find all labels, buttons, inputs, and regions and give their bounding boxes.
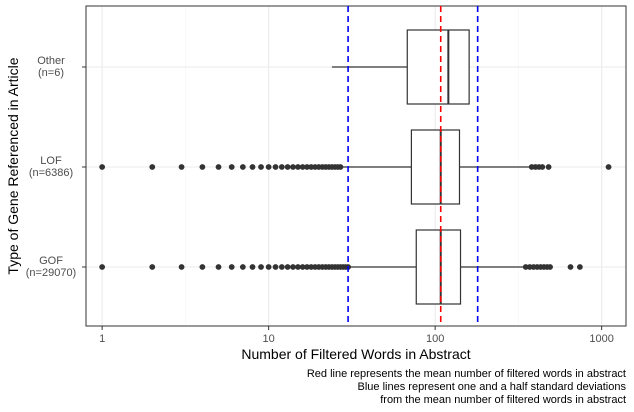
outlier-point [304, 164, 310, 170]
outlier-point [265, 164, 272, 170]
outlier-point [258, 164, 264, 170]
box-iqr [406, 29, 470, 105]
axis-ticks: 1 10 100 1000 Other (n=6) LOF (n=6386) GOF (n=290… [26, 55, 614, 345]
outlier-point [99, 164, 106, 170]
outlier-point [295, 164, 301, 170]
box-layer [99, 29, 612, 305]
box-gof [99, 229, 583, 305]
outlier-point [295, 264, 301, 270]
outlier-point [265, 264, 272, 270]
outlier-point [99, 264, 106, 270]
category-count: (n=6) [38, 67, 64, 79]
outlier-point [284, 264, 291, 270]
outlier-point [284, 164, 291, 170]
category-name: Other [37, 55, 65, 67]
y-tick-label-lof: LOF (n=6386) [29, 155, 73, 179]
outlier-point [576, 264, 583, 270]
outlier-point [249, 264, 256, 270]
x-tick-label: 100 [426, 333, 444, 345]
box-iqr [410, 129, 461, 205]
box-iqr [415, 229, 462, 305]
x-tick-label: 1 [99, 333, 105, 345]
y-tick-label-other: Other (n=6) [37, 55, 65, 79]
outlier-point [149, 164, 156, 170]
outlier-point [215, 164, 222, 170]
outlier-point [290, 164, 296, 170]
reference-lines [347, 6, 479, 326]
outlier-point [337, 164, 344, 170]
outlier-point [272, 164, 279, 170]
category-count: (n=6386) [29, 167, 73, 179]
outlier-point [215, 264, 222, 270]
outlier-point [178, 164, 185, 170]
outlier-point [239, 164, 246, 170]
outlier-point [522, 264, 529, 270]
x-axis-title: Number of Filtered Words in Abstract [241, 346, 470, 362]
category-count: (n=29070) [26, 267, 76, 279]
outlier-point [605, 164, 612, 170]
outlier-point [199, 164, 206, 170]
outlier-point [239, 264, 246, 270]
outlier-point [149, 264, 156, 270]
outlier-point [567, 264, 574, 270]
panel-border [85, 5, 627, 327]
outlier-point [278, 164, 285, 170]
caption-line-1: Red line represents the mean number of f… [307, 368, 626, 380]
y-axis-title: Type of Gene Referenced in Article [5, 57, 21, 274]
outlier-point [258, 264, 264, 270]
outlier-point [547, 264, 553, 270]
outlier-point [299, 164, 306, 170]
outlier-point [545, 164, 552, 170]
caption-line-2: Blue lines represent one and a half stan… [358, 381, 627, 393]
outlier-point [290, 264, 296, 270]
y-tick-label-gof: GOF (n=29070) [26, 255, 76, 279]
outlier-point [539, 164, 546, 170]
outlier-point [228, 264, 235, 270]
category-name: LOF [40, 155, 62, 167]
caption-line-3: from the mean number of filtered words i… [380, 394, 626, 406]
outlier-point [228, 164, 235, 170]
outlier-point [272, 264, 279, 270]
box-other [331, 29, 470, 105]
outlier-point [249, 164, 256, 170]
box-lof [99, 129, 612, 205]
outlier-point [304, 264, 310, 270]
outlier-point [178, 264, 185, 270]
caption: Red line represents the mean number of f… [307, 368, 627, 406]
x-tick-label: 10 [263, 333, 275, 345]
outlier-point [278, 264, 285, 270]
x-tick-label: 1000 [589, 333, 613, 345]
outlier-point [299, 264, 306, 270]
outlier-point [199, 264, 206, 270]
category-name: GOF [39, 255, 63, 267]
